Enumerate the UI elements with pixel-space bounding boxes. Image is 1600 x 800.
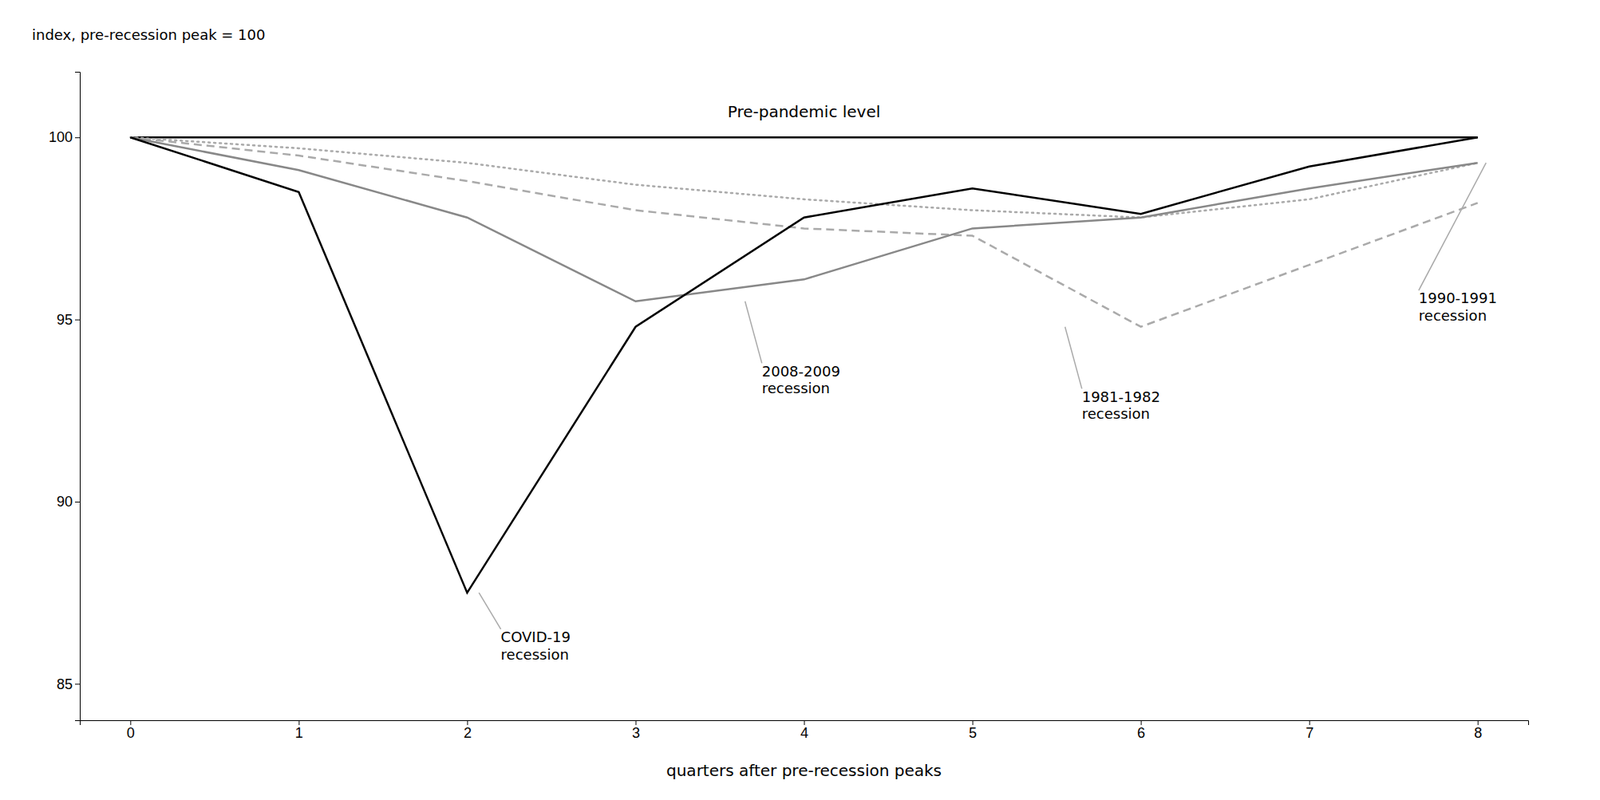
leader-line bbox=[1418, 162, 1486, 291]
y-tick: 95 bbox=[56, 312, 80, 328]
y-tick: 90 bbox=[56, 493, 80, 510]
y-axis-line bbox=[75, 72, 81, 722]
y-tick-mark bbox=[75, 320, 80, 321]
y-axis: 85 90 95 100 bbox=[48, 72, 81, 722]
lines bbox=[130, 137, 1478, 593]
series-line bbox=[130, 136, 1478, 139]
annotation: Pre-pandemic level bbox=[727, 102, 881, 122]
annotation: COVID-19recession bbox=[501, 628, 571, 664]
x-tick: 1 bbox=[295, 720, 304, 742]
x-axis-title: quarters after pre-recession peaks bbox=[666, 761, 942, 781]
y-tick: 85 bbox=[56, 676, 80, 693]
series-line bbox=[130, 137, 1478, 302]
annotation-line: 1981-1982 bbox=[1082, 388, 1161, 406]
x-tick-label: 1 bbox=[295, 725, 304, 742]
plot: 0 1 2 3 4 5 6 7 8 85 90 95 100 quarters after pre-rec… bbox=[31, 26, 1529, 781]
x-axis: 0 1 2 3 4 5 6 7 8 bbox=[80, 720, 1529, 742]
x-tick-label: 2 bbox=[463, 725, 472, 742]
y-tick: 100 bbox=[48, 129, 80, 146]
x-tick: 5 bbox=[968, 720, 977, 742]
x-tick: 6 bbox=[1137, 720, 1146, 742]
y-tick-label: 95 bbox=[56, 312, 73, 328]
annotation-line: recession bbox=[762, 379, 830, 397]
x-tick: 2 bbox=[463, 720, 472, 742]
series-line bbox=[130, 137, 1478, 218]
x-tick: 0 bbox=[126, 720, 135, 742]
x-tick: 8 bbox=[1473, 720, 1482, 742]
y-tick-label: 90 bbox=[56, 493, 73, 510]
chart: 0 1 2 3 4 5 6 7 8 85 90 95 100 quarters after pre-rec… bbox=[0, 0, 1600, 800]
annotation-line: recession bbox=[1082, 405, 1150, 423]
annotation: 2008-2009recession bbox=[762, 363, 841, 398]
y-axis-title: index, pre-recession peak = 100 bbox=[31, 26, 265, 44]
x-tick-label: 0 bbox=[126, 725, 135, 742]
series-line bbox=[130, 137, 1478, 328]
annotation-line: Pre-pandemic level bbox=[727, 102, 881, 122]
x-tick-label: 4 bbox=[800, 725, 809, 742]
x-tick-label: 3 bbox=[632, 725, 640, 742]
x-tick: 3 bbox=[632, 720, 640, 742]
annotation-line: COVID-19 bbox=[501, 628, 571, 646]
annotation-line: 1990-1991 bbox=[1418, 289, 1498, 307]
y-tick-label: 85 bbox=[56, 676, 73, 693]
annotation: 1981-1982recession bbox=[1082, 388, 1161, 423]
x-tick: 7 bbox=[1305, 720, 1314, 742]
x-tick-label: 6 bbox=[1137, 725, 1146, 742]
leader-line bbox=[1065, 327, 1083, 390]
annotation: 1990-1991recession bbox=[1418, 289, 1498, 324]
leader-line bbox=[478, 592, 501, 630]
y-tick-mark bbox=[75, 501, 80, 503]
x-tick: 4 bbox=[800, 720, 809, 742]
x-tick-label: 8 bbox=[1473, 725, 1482, 742]
annotations: Pre-pandemic levelCOVID-19recession2008-… bbox=[478, 102, 1498, 664]
annotation-line: recession bbox=[501, 646, 569, 664]
leader-line bbox=[745, 301, 763, 364]
annotation-line: 2008-2009 bbox=[762, 363, 841, 380]
series-line bbox=[130, 137, 1478, 593]
x-tick-label: 7 bbox=[1305, 725, 1314, 742]
y-tick-mark bbox=[75, 137, 80, 139]
y-tick-label: 100 bbox=[48, 129, 73, 146]
annotation-line: recession bbox=[1418, 307, 1487, 324]
x-tick-label: 5 bbox=[968, 725, 977, 742]
y-tick-mark bbox=[75, 683, 80, 685]
